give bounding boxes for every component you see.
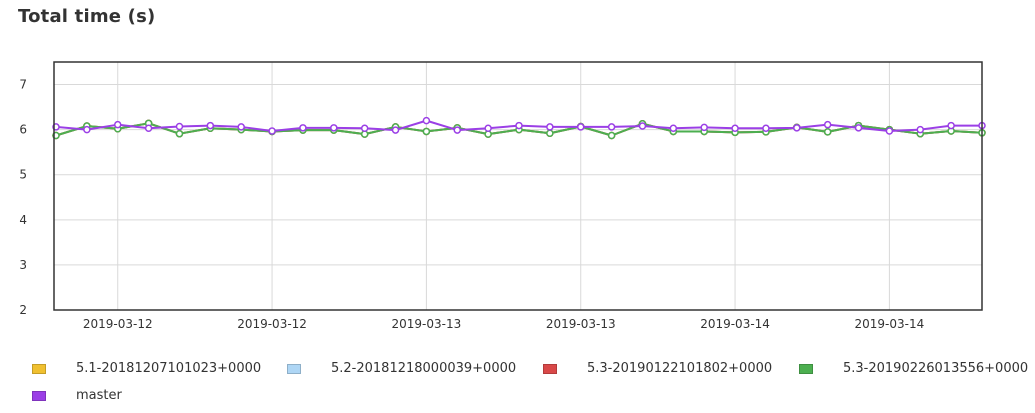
data-point[interactable]	[268, 127, 276, 135]
data-point[interactable]	[947, 121, 955, 130]
series-layer	[52, 116, 986, 140]
data-point[interactable]	[83, 125, 91, 134]
data-point[interactable]	[546, 123, 554, 131]
data-point[interactable]	[206, 121, 215, 130]
data-point[interactable]	[823, 120, 832, 129]
data-point[interactable]	[607, 131, 616, 140]
data-point[interactable]	[330, 124, 338, 132]
x-tick-label: 2019-03-14	[700, 317, 770, 331]
data-point[interactable]	[422, 116, 431, 125]
data-point[interactable]	[113, 120, 122, 129]
y-tick-label: 7	[19, 78, 27, 92]
data-point[interactable]	[422, 127, 431, 136]
data-point[interactable]	[515, 121, 523, 130]
legend-swatch	[543, 363, 557, 374]
legend-label: master	[76, 388, 122, 403]
legend-label: 5.2-20181218000039+0000	[331, 361, 517, 376]
x-tick-label: 2019-03-12	[237, 317, 307, 331]
legend-item[interactable]: 5.1-20181207101023+0000	[32, 361, 261, 376]
y-tick-label: 6	[19, 123, 27, 137]
y-tick-label: 4	[19, 213, 27, 227]
data-point[interactable]	[546, 129, 554, 137]
legend-label: 5.3-20190226013556+0000	[843, 361, 1029, 376]
data-point[interactable]	[731, 124, 739, 133]
data-point[interactable]	[175, 129, 184, 138]
legend-item[interactable]: 5.3-20190122101802+0000	[543, 361, 772, 376]
legend-item[interactable]: master	[32, 388, 122, 403]
data-point[interactable]	[484, 124, 492, 133]
y-tick-label: 3	[19, 258, 27, 272]
data-point[interactable]	[854, 124, 863, 132]
data-point[interactable]	[175, 122, 184, 131]
data-point[interactable]	[299, 124, 307, 132]
legend-swatch	[287, 363, 301, 374]
data-point[interactable]	[576, 123, 585, 131]
x-tick-label: 2019-03-13	[546, 317, 616, 331]
x-tick-label: 2019-03-12	[83, 317, 153, 331]
data-point[interactable]	[360, 124, 369, 133]
data-point[interactable]	[391, 126, 400, 134]
x-tick-label: 2019-03-14	[855, 317, 925, 331]
axis-labels: 2 3 4 5 6 7 2019-03-12 2019-03-12 2019-03-13 2019…	[19, 78, 924, 331]
data-point[interactable]	[453, 126, 462, 134]
data-point[interactable]	[700, 123, 708, 132]
chart-title: Total time (s)	[18, 6, 156, 27]
data-point[interactable]	[823, 128, 832, 136]
legend-swatch	[799, 363, 813, 374]
legend-label: 5.3-20190122101802+0000	[587, 361, 773, 376]
data-point[interactable]	[360, 130, 369, 138]
data-point[interactable]	[793, 124, 801, 132]
legend-item[interactable]: 5.2-20181218000039+0000	[287, 361, 516, 376]
legend-item[interactable]: 5.3-20190226013556+0000	[799, 361, 1028, 376]
plot-frame	[53, 61, 983, 311]
grid	[54, 62, 982, 311]
data-point[interactable]	[762, 124, 770, 133]
legend-swatch	[32, 390, 46, 401]
data-point[interactable]	[607, 123, 616, 131]
x-tick-label: 2019-03-13	[392, 317, 462, 331]
data-point[interactable]	[885, 127, 894, 135]
legend-label: 5.1-20181207101023+0000	[76, 361, 262, 376]
data-point[interactable]	[484, 130, 492, 138]
data-point[interactable]	[638, 122, 647, 130]
data-point[interactable]	[237, 123, 245, 131]
y-tick-label: 5	[19, 168, 27, 182]
series-4	[52, 116, 986, 135]
data-point[interactable]	[144, 124, 153, 133]
legend-swatch	[32, 363, 46, 374]
y-tick-label: 2	[19, 303, 27, 317]
data-point[interactable]	[916, 125, 925, 134]
data-point[interactable]	[669, 124, 678, 133]
